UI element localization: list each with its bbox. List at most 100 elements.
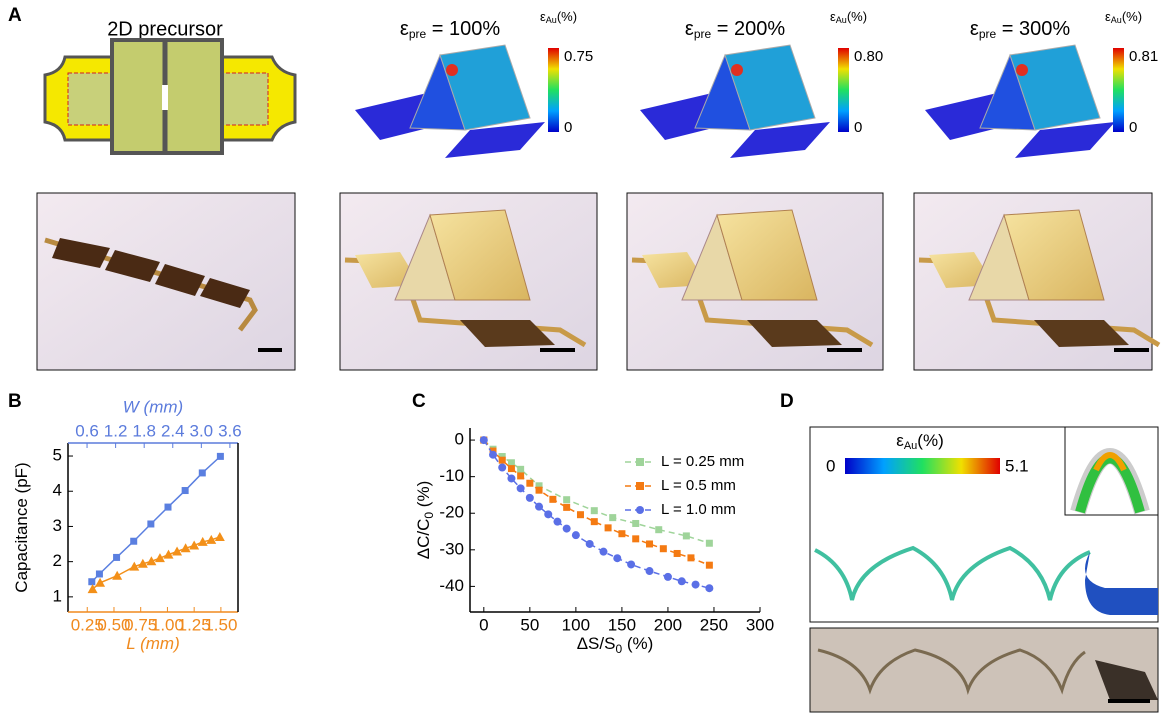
- marker: [572, 531, 580, 539]
- marker: [678, 577, 686, 585]
- marker: [660, 545, 667, 552]
- marker: [553, 518, 561, 526]
- x2-tick-label: 1.2: [104, 421, 128, 440]
- colorbar: [838, 48, 849, 132]
- marker: [664, 573, 672, 581]
- x2-tick-label: 3.0: [190, 421, 214, 440]
- x-tick-label: 1.50: [204, 615, 237, 634]
- label: ΔS/S: [577, 634, 616, 653]
- x-tick-label: 300: [746, 615, 774, 634]
- marker: [609, 514, 616, 521]
- cbar-title: εAu(%): [540, 9, 577, 25]
- title-rest: = 300%: [996, 18, 1070, 40]
- marker: [112, 571, 122, 580]
- marker: [586, 540, 594, 548]
- cbar-max: 0.75: [564, 48, 593, 65]
- marker: [613, 554, 621, 562]
- marker: [591, 518, 598, 525]
- symbol: ε: [685, 18, 694, 40]
- sim-title: εpre = 300%: [970, 18, 1070, 41]
- marker: [618, 530, 625, 537]
- x-tick-label: 200: [654, 615, 682, 634]
- marker: [687, 554, 694, 561]
- cbar-max: 5.1: [1005, 456, 1029, 475]
- marker: [507, 474, 515, 482]
- marker: [165, 504, 172, 511]
- label: L (mm): [126, 634, 180, 653]
- y-tick-label: 3: [53, 516, 62, 535]
- y-tick-label: 0: [455, 430, 464, 449]
- unit: (%): [917, 431, 943, 450]
- legend-marker: [636, 506, 644, 514]
- cbar-title: εAu(%): [830, 9, 867, 25]
- y-axis-label: ΔC/C0 (%): [414, 481, 436, 560]
- subscript: pre: [694, 27, 712, 41]
- marker: [147, 520, 154, 527]
- marker: [113, 554, 120, 561]
- marker: [526, 494, 534, 502]
- x-tick-label: 0: [479, 615, 488, 634]
- x-axis-label: L (mm): [126, 634, 180, 653]
- legend-marker: [636, 458, 644, 466]
- simulation: [355, 45, 545, 158]
- page: {"panel_a":{"label":"A","precursor_title…: [0, 0, 1161, 722]
- marker: [563, 496, 570, 503]
- label: ΔC/C: [414, 519, 433, 560]
- figure: A 2D precursor B C D εAu(%) 0 5.1 εpre =…: [0, 0, 1161, 717]
- y-tick-label: -20: [439, 503, 464, 522]
- marker: [563, 525, 571, 533]
- cbar-min: 0: [854, 119, 862, 136]
- marker: [646, 567, 654, 575]
- marker: [517, 466, 524, 473]
- x2-tick-label: 1.8: [132, 421, 156, 440]
- unit: (%): [847, 9, 867, 24]
- unit: (%): [622, 634, 653, 653]
- title-rest: = 100%: [426, 18, 500, 40]
- subscript: pre: [409, 27, 427, 41]
- marker: [706, 562, 713, 569]
- marker: [517, 472, 524, 479]
- panel-label: D: [780, 391, 794, 412]
- y-tick-label: -30: [439, 539, 464, 558]
- marker: [217, 453, 224, 460]
- subscript: Au: [1111, 15, 1122, 25]
- marker: [705, 584, 713, 592]
- marker: [96, 570, 103, 577]
- marker: [526, 480, 533, 487]
- marker: [182, 487, 189, 494]
- subscript: pre: [979, 27, 997, 41]
- marker: [632, 520, 639, 527]
- x-tick-label: 250: [700, 615, 728, 634]
- subscript: Au: [904, 440, 917, 452]
- unit: (%): [414, 481, 433, 512]
- legend-label: L = 0.5 mm: [661, 477, 736, 494]
- x-tick-label: 50: [520, 615, 539, 634]
- x-tick-label: 100: [562, 615, 590, 634]
- marker: [577, 511, 584, 518]
- marker: [499, 457, 506, 464]
- marker: [632, 535, 639, 542]
- sim-title: εpre = 100%: [400, 18, 500, 41]
- simulation: [640, 45, 830, 158]
- y-axis-label: Capacitance (pF): [12, 462, 31, 592]
- x2-tick-label: 0.6: [75, 421, 99, 440]
- marker: [489, 451, 497, 459]
- y-tick-label: 2: [53, 551, 62, 570]
- marker: [130, 538, 137, 545]
- simulation: [925, 45, 1115, 158]
- precursor-title: 2D precursor: [107, 18, 223, 40]
- marker: [599, 548, 607, 556]
- y-tick-label: 5: [53, 446, 62, 465]
- panel-label: B: [8, 391, 22, 412]
- cbar-title: εAu(%): [1105, 9, 1142, 25]
- marker: [536, 487, 543, 494]
- marker: [517, 484, 525, 492]
- title-rest: = 200%: [711, 18, 785, 40]
- marker: [706, 540, 713, 547]
- marker: [627, 560, 635, 568]
- hotspot: [731, 64, 743, 76]
- marker: [549, 496, 556, 503]
- marker: [646, 540, 653, 547]
- marker: [88, 578, 95, 585]
- marker: [199, 469, 206, 476]
